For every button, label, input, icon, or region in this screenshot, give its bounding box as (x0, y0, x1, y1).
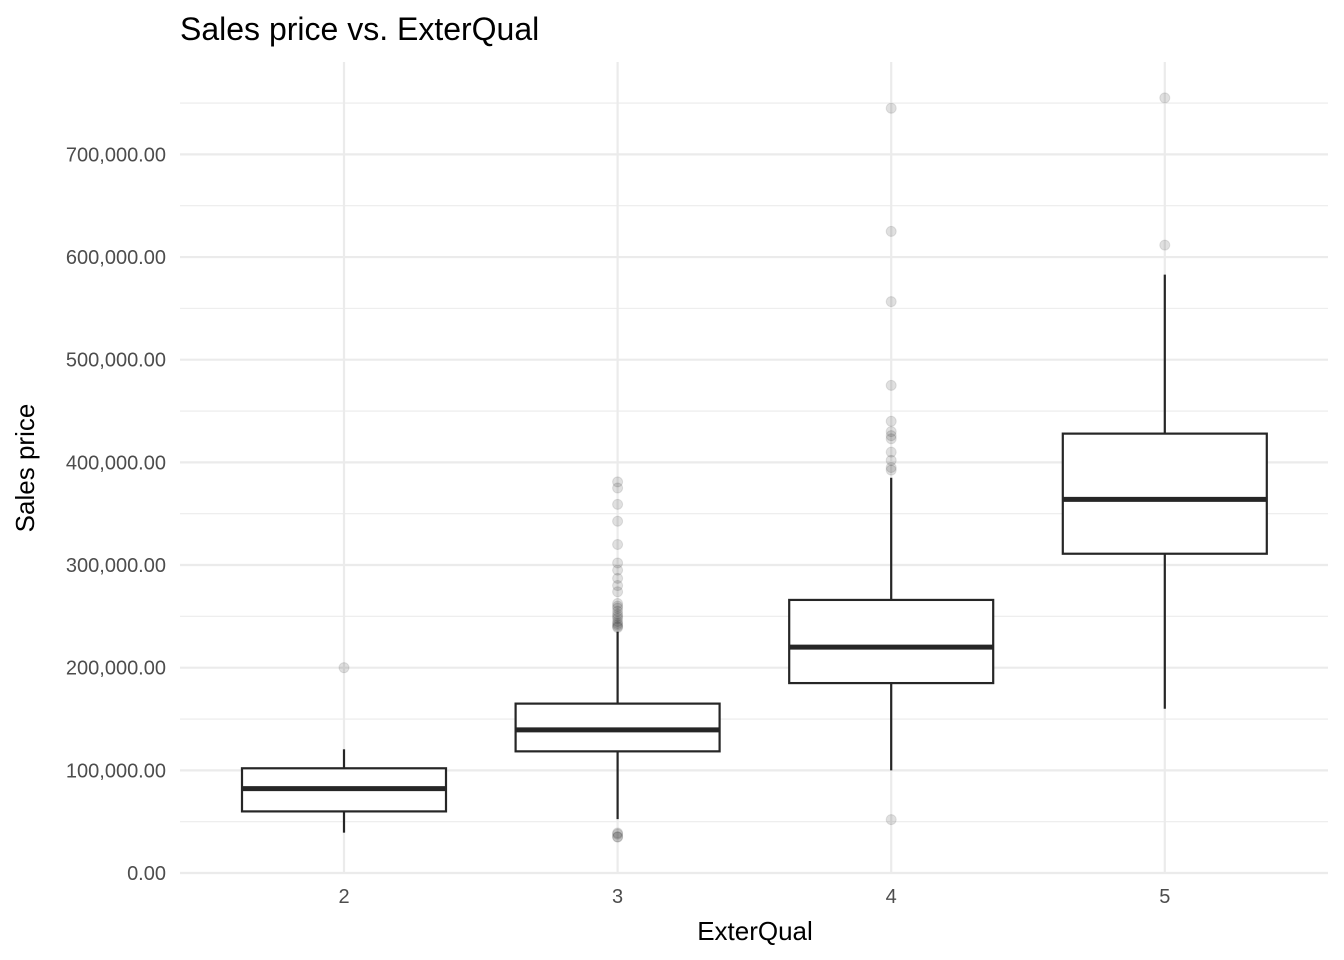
outlier-point (612, 618, 624, 630)
outlier-point (612, 572, 624, 584)
box-4 (788, 102, 995, 826)
outlier-point (885, 379, 897, 391)
outlier-point (612, 827, 624, 839)
outlier-point (612, 538, 624, 550)
outlier-point (612, 498, 624, 510)
outlier-point (1159, 92, 1171, 104)
x-tick-label: 3 (612, 886, 623, 908)
outlier-point (612, 482, 624, 494)
outlier-point (885, 454, 897, 466)
x-axis-title: ExterQual (697, 916, 813, 946)
outlier-point (612, 831, 624, 843)
outlier-point (885, 296, 897, 308)
outlier-point (612, 515, 624, 527)
x-tick-label: 2 (338, 886, 349, 908)
box-iqr (788, 598, 995, 685)
outlier-point (612, 602, 624, 614)
outlier-point (885, 102, 897, 114)
outlier-point (612, 610, 624, 622)
outlier-point (612, 612, 624, 624)
y-tick-label: 600,000.00 (66, 247, 166, 269)
y-axis-tick-labels: 0.00 100,000.00 200,000.00 300,000.00 400,00… (66, 144, 166, 885)
outlier-point (612, 598, 624, 610)
outlier-point (612, 586, 624, 598)
box-iqr (1061, 432, 1268, 555)
outlier-point (612, 621, 624, 633)
box-2 (240, 662, 448, 833)
outlier-point (612, 580, 624, 592)
outlier-point (612, 622, 624, 634)
outlier-point (612, 619, 624, 631)
y-axis-title: Sales price (10, 404, 40, 533)
box-series (240, 92, 1268, 843)
outlier-point (885, 426, 897, 438)
outlier-point (612, 605, 624, 617)
chart-title: Sales price vs. ExterQual (180, 11, 539, 47)
outlier-point (612, 557, 624, 569)
y-tick-label: 100,000.00 (66, 760, 166, 782)
x-axis-tick-labels: 2 3 4 5 (338, 886, 1170, 908)
outlier-point (612, 828, 624, 840)
x-tick-label: 5 (1159, 886, 1170, 908)
x-tick-label: 4 (886, 886, 897, 908)
outlier-point (1159, 239, 1171, 251)
y-tick-label: 500,000.00 (66, 350, 166, 372)
outlier-point (885, 446, 897, 458)
box-5 (1061, 92, 1268, 709)
outlier-point (612, 600, 624, 612)
outlier-point (885, 415, 897, 427)
outlier-point (885, 462, 897, 473)
outlier-point (612, 615, 624, 627)
outlier-point (612, 476, 624, 488)
y-tick-label: 200,000.00 (66, 658, 166, 680)
outlier-point (885, 225, 897, 237)
outlier-point (885, 433, 897, 445)
outlier-point (612, 608, 624, 620)
outlier-point (612, 831, 624, 843)
outlier-point (885, 430, 897, 442)
y-tick-label: 700,000.00 (66, 144, 166, 166)
box-3 (514, 476, 721, 843)
y-tick-label: 400,000.00 (66, 452, 166, 474)
y-tick-label: 300,000.00 (66, 555, 166, 577)
outlier-point (612, 564, 624, 576)
outlier-point (885, 814, 897, 826)
y-tick-label: 0.00 (127, 863, 166, 885)
outlier-point (338, 662, 350, 674)
outlier-point (885, 464, 897, 476)
